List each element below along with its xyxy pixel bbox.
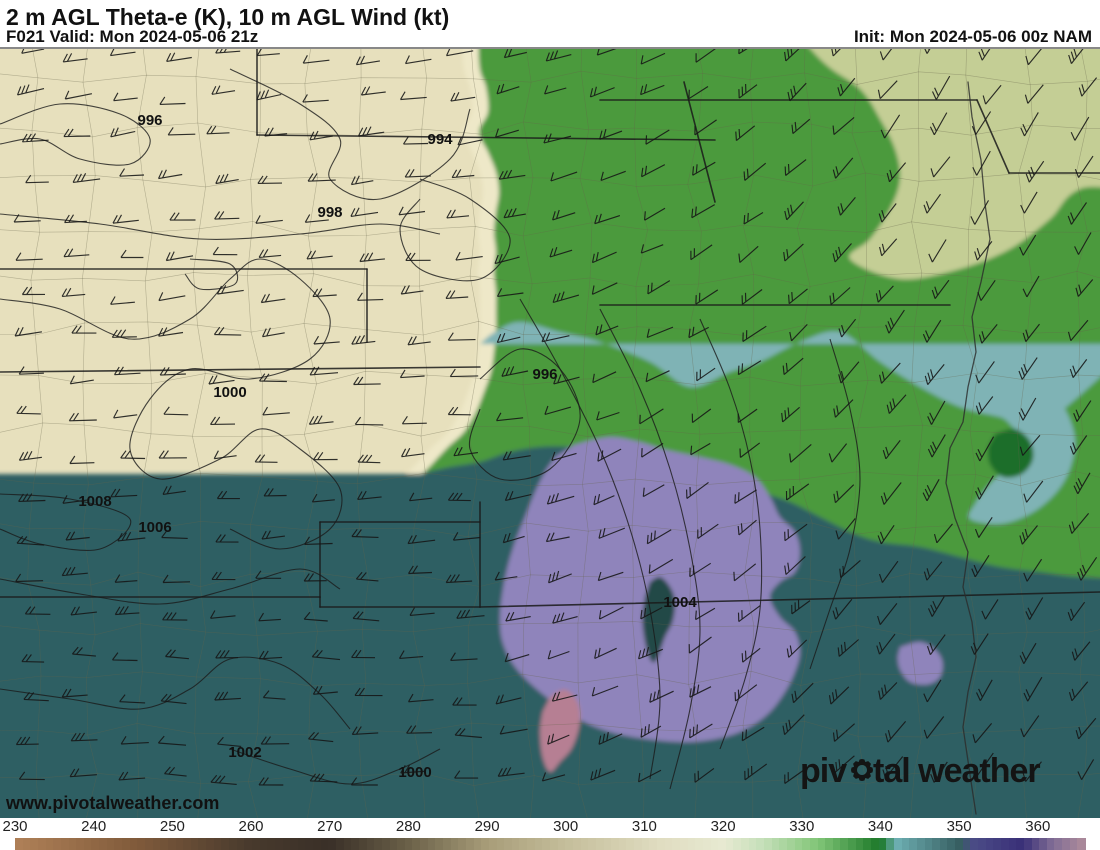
svg-text:994: 994 [427, 131, 453, 148]
svg-text:1002: 1002 [228, 744, 261, 761]
svg-text:996: 996 [137, 112, 162, 129]
svg-text:tal weather: tal weather [873, 752, 1040, 790]
svg-text:998: 998 [317, 204, 342, 221]
svg-text:996: 996 [532, 366, 557, 383]
svg-text:piv: piv [800, 752, 847, 790]
svg-text:1006: 1006 [138, 519, 171, 536]
svg-text:1008: 1008 [78, 493, 111, 510]
svg-text:1000: 1000 [213, 384, 246, 401]
svg-text:1004: 1004 [663, 594, 697, 611]
